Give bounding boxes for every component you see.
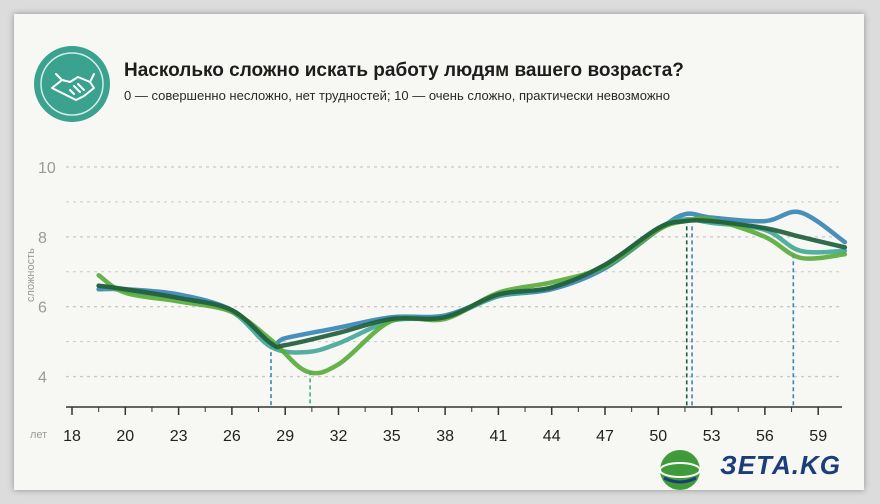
x-tick-label: 50 [649,428,667,445]
globe-icon [659,450,701,490]
x-tick-label: 35 [383,428,401,445]
x-tick-label: 18 [63,428,81,445]
chart-title: Насколько сложно искать работу людям ваш… [124,60,684,81]
y-tick-label: 8 [38,230,47,247]
y-axis-ticks: 4 6 8 10 [38,160,56,387]
x-tick-label: 38 [436,428,454,445]
x-axis-label: лет [30,429,47,441]
series-line-3 [96,216,848,376]
chart-subtitle: 0 — совершенно несложно, нет трудностей;… [124,88,670,103]
y-tick-label: 6 [38,300,47,317]
handshake-icon [34,46,110,122]
x-tick-label: 44 [543,428,561,445]
watermark-text: ЗЕТА.KG [720,450,841,480]
series-lines [96,209,848,376]
x-axis: 18 20 23 26 29 32 35 38 41 44 47 50 53 56 59 [63,406,842,445]
marker-drop-lines [270,226,795,407]
series-line-4 [96,218,848,350]
y-tick-label: 10 [38,160,56,177]
chart-card [14,14,864,490]
x-tick-label: 53 [703,428,721,445]
x-tick-label: 29 [276,428,294,445]
grid-lines [66,166,840,378]
x-tick-label: 41 [490,428,508,445]
x-tick-label: 23 [170,428,188,445]
watermark: ЗЕТА.KG [654,448,866,492]
x-tick-label: 20 [116,428,134,445]
series-line-2 [96,216,848,355]
x-tick-label: 56 [756,428,774,445]
y-axis-label: сложность [25,248,37,302]
x-tick-label: 59 [809,428,827,445]
y-tick-label: 4 [38,370,47,387]
x-tick-label: 32 [330,428,348,445]
x-tick-label: 26 [223,428,241,445]
logo-circle-bg [34,46,110,122]
series-line-1 [96,209,848,348]
x-tick-label: 47 [596,428,614,445]
